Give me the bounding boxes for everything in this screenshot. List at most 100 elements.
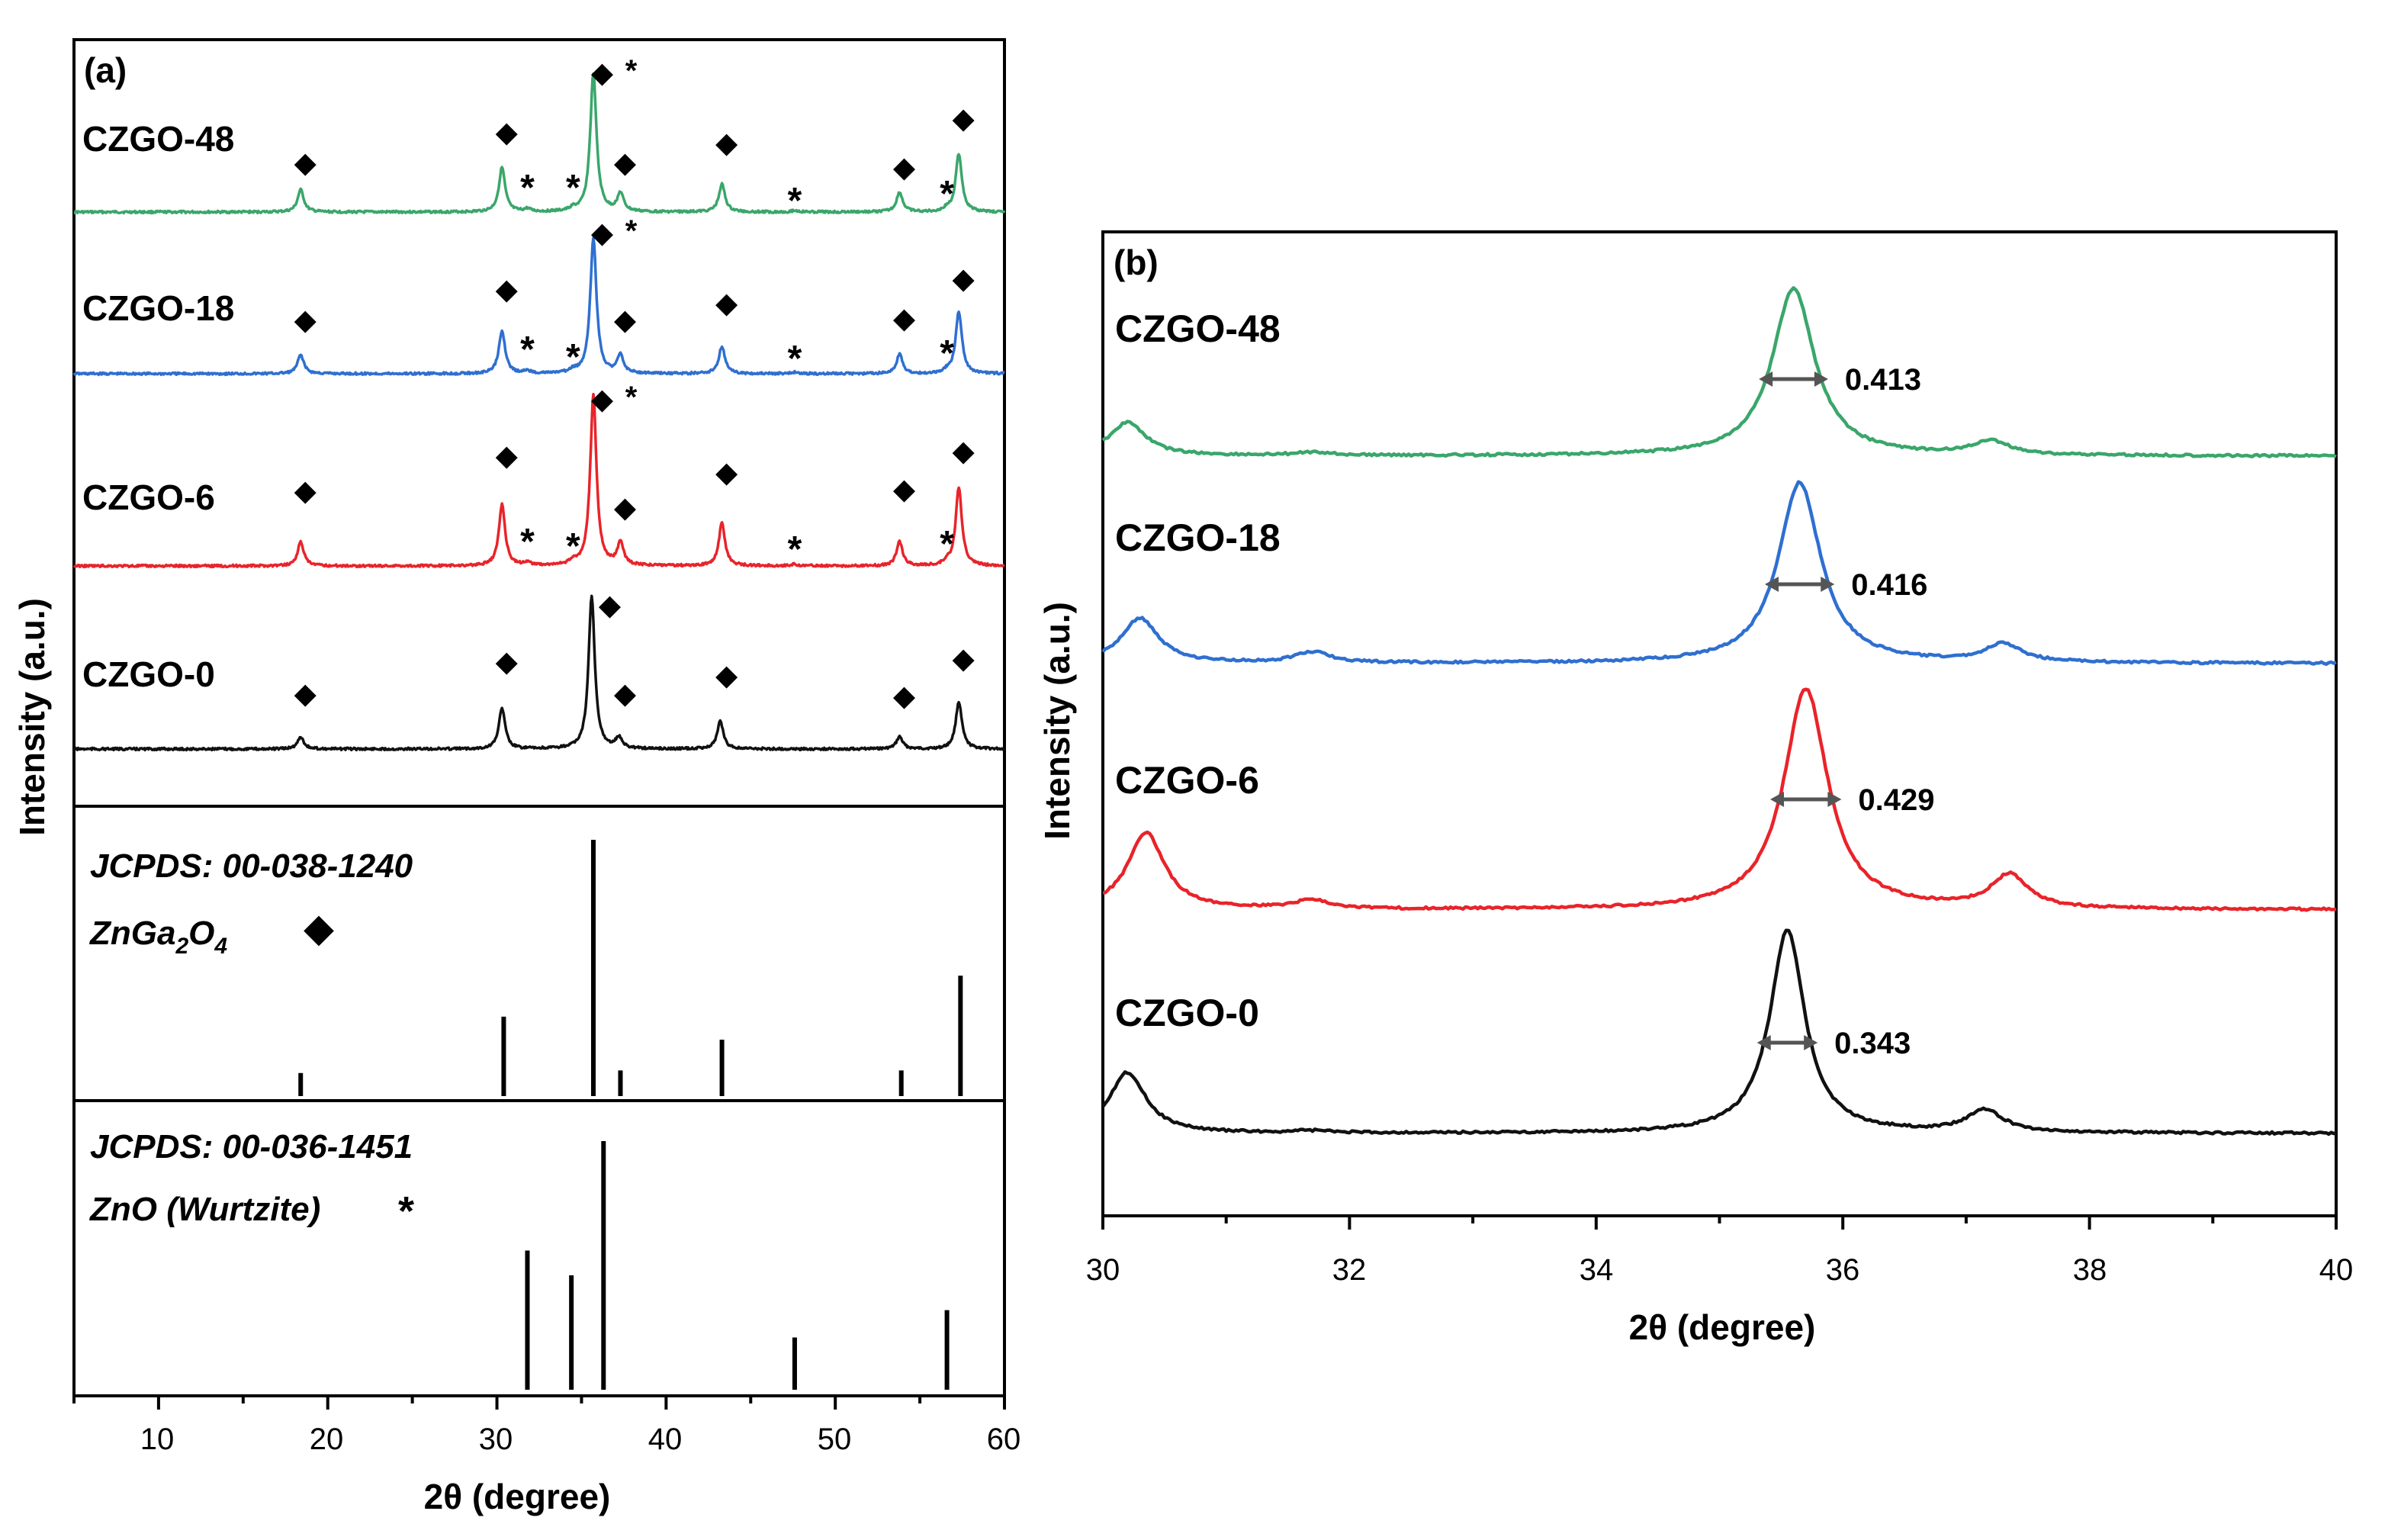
series-label-czgo-48: CZGO-48 — [82, 119, 234, 159]
zngao-marker: ◆ — [952, 263, 975, 295]
series-label-czgo-0: CZGO-0 — [82, 654, 215, 694]
pattern-line-czgo-0 — [73, 594, 1006, 752]
fwhm-arrow-head-right — [1804, 1035, 1818, 1050]
panel-a-xtick-label: 40 — [648, 1423, 683, 1456]
zngao-marker: ◆ — [591, 217, 614, 249]
zno-marker: * — [625, 381, 638, 414]
pattern-line-czgo-6 — [72, 392, 1005, 569]
series-label-czgo-6: CZGO-6 — [82, 477, 215, 517]
pattern-line-czgo-48 — [73, 72, 1006, 215]
panel-a-label: (a) — [84, 50, 127, 90]
panel-a-frame — [72, 38, 1006, 1397]
zngao-marker: ◆ — [591, 384, 614, 416]
zoom-line-czgo-0 — [1101, 928, 2337, 1137]
zngao-marker: ◆ — [715, 457, 738, 489]
panel-b-xtick-label: 38 — [2073, 1253, 2107, 1287]
zno-marker: * — [940, 333, 954, 374]
series-label-czgo-18: CZGO-18 — [82, 288, 234, 328]
panel-b-series: CZGO-48 0.413 CZGO-18 0.416 CZGO-6 0.429 CZGO-… — [1101, 286, 2337, 1137]
zno-marker: * — [788, 181, 802, 221]
zngao-marker: ◆ — [599, 590, 622, 622]
panel-b-xtick-label: 30 — [1086, 1253, 1120, 1287]
zno-marker: * — [566, 168, 580, 208]
fwhm-arrow-head-left — [1759, 371, 1773, 387]
panel-a-xtick-label: 20 — [310, 1423, 344, 1456]
zno-marker: * — [520, 522, 535, 562]
zngao-marker: ◆ — [496, 117, 519, 149]
fwhm-value: 0.413 — [1845, 363, 1921, 397]
ref-phase-zno: ZnO (Wurtzite) — [88, 1191, 320, 1228]
ref-phase-znga2o4-sub1: 2 — [175, 934, 188, 959]
panel-b-xlabel: 2θ (degree) — [1629, 1307, 1816, 1347]
zngao-marker: ◆ — [952, 436, 975, 468]
zngao-marker: ◆ — [614, 304, 637, 336]
zngao-marker: ◆ — [614, 678, 637, 710]
fwhm-arrow-head-left — [1756, 1035, 1771, 1050]
ref-symbol-zno: * — [398, 1188, 414, 1234]
panel-a-ticks — [72, 1396, 1006, 1410]
pattern-line-czgo-18 — [72, 236, 1005, 377]
zoom-line-czgo-6 — [1102, 687, 2337, 912]
zngao-marker: ◆ — [496, 274, 519, 306]
panel-b-xtick-label: 34 — [1580, 1253, 1614, 1287]
zngao-marker: ◆ — [952, 103, 975, 135]
panel-a-ylabel: Intensity (a.u.) — [12, 598, 52, 836]
zoom-series-label-czgo-18: CZGO-18 — [1115, 516, 1281, 559]
zngao-marker: ◆ — [591, 57, 614, 89]
zno-marker: * — [940, 524, 954, 564]
zno-marker: * — [625, 214, 638, 248]
ref-title-zno: JCPDS: 00-036-1451 — [90, 1128, 413, 1165]
zngao-marker: ◆ — [614, 147, 637, 179]
panel-a-xtick-label: 10 — [140, 1423, 175, 1456]
zoom-line-czgo-48 — [1101, 286, 2337, 458]
panel-a-xtick-label: 30 — [479, 1423, 513, 1456]
fwhm-value: 0.429 — [1858, 783, 1934, 817]
zngao-marker: ◆ — [294, 147, 317, 179]
panel-a-xtick-label: 50 — [818, 1423, 852, 1456]
panel-a-series: CZGO-48 ◆ ◆ * * ◆ * ◆ ◆ * ◆ * ◆ CZGO-18 ◆ ◆ * * ◆ * ◆ ◆ * ◆ * ◆ CZ… — [72, 54, 1006, 752]
fwhm-arrow-head-left — [1770, 792, 1785, 807]
zngao-marker: ◆ — [715, 660, 738, 692]
ref-phase-znga2o4-b: O — [188, 915, 214, 952]
ref-phase-znga2o4-a: ZnGa — [88, 915, 175, 952]
zngao-marker: ◆ — [893, 680, 916, 712]
panel-b-xtick-label: 40 — [2319, 1253, 2354, 1287]
fwhm-arrow-head-right — [1814, 371, 1828, 387]
zno-marker: * — [625, 54, 638, 88]
panel-b-ylabel: Intensity (a.u.) — [1037, 602, 1077, 840]
zngao-marker: ◆ — [294, 678, 317, 710]
panel-b-label: (b) — [1114, 243, 1159, 282]
zngao-marker: ◆ — [952, 643, 975, 675]
zngao-marker: ◆ — [893, 152, 916, 184]
zno-marker: * — [788, 529, 802, 570]
zngao-marker: ◆ — [294, 304, 317, 336]
ref-symbol-znga2o4: ◆ — [304, 906, 334, 950]
panel-a-reference-lines — [298, 840, 963, 1390]
panel-b-ticks — [1101, 1216, 2338, 1230]
zngao-marker: ◆ — [715, 288, 738, 320]
zngao-marker: ◆ — [496, 646, 519, 678]
zoom-series-label-czgo-0: CZGO-0 — [1115, 992, 1259, 1034]
zno-marker: * — [566, 337, 580, 378]
zngao-marker: ◆ — [893, 474, 916, 506]
panel-b-xtick-label: 32 — [1332, 1253, 1367, 1287]
zngao-marker: ◆ — [496, 440, 519, 472]
zngao-marker: ◆ — [893, 303, 916, 335]
zno-marker: * — [566, 526, 580, 567]
zngao-marker: ◆ — [294, 475, 317, 507]
zoom-series-label-czgo-48: CZGO-48 — [1115, 307, 1281, 350]
fwhm-arrow-head-right — [1827, 792, 1842, 807]
zngao-marker: ◆ — [715, 127, 738, 159]
zoom-series-label-czgo-6: CZGO-6 — [1115, 759, 1259, 802]
fwhm-value: 0.416 — [1851, 568, 1927, 602]
panel-a: (a) JCPDS: 00-038-1240 ZnGa2O4 ◆ JCPDS: … — [12, 38, 1021, 1516]
zno-marker: * — [788, 339, 802, 379]
panel-b-xtick-label: 36 — [1826, 1253, 1860, 1287]
panel-b: (b) 2θ (degree) Intensity (a.u.) 30 32 3… — [1037, 230, 2354, 1347]
ref-phase-znga2o4: ZnGa2O4 — [88, 915, 227, 959]
ref-title-znga2o4: JCPDS: 00-038-1240 — [90, 847, 413, 885]
fwhm-arrow-head-left — [1764, 577, 1779, 592]
panel-a-xtick-label: 60 — [987, 1423, 1021, 1456]
